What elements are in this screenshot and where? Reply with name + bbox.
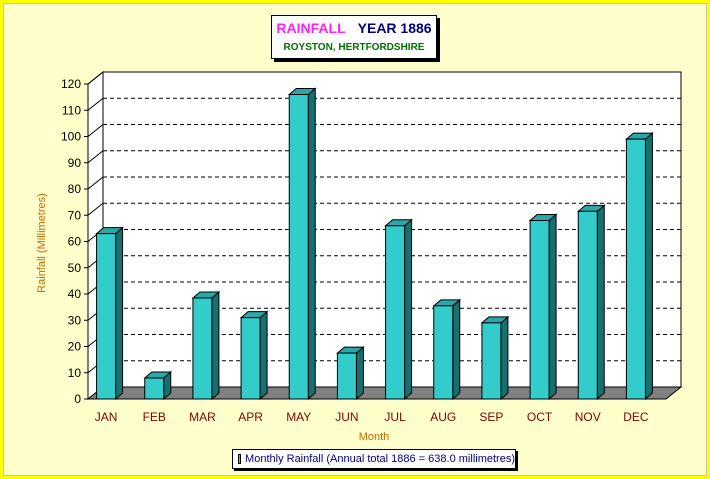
chart-title-box: RAINFALL YEAR 1886 ROYSTON, HERTFORDSHIRE (271, 15, 437, 59)
x-tick-label: JUN (335, 410, 358, 424)
bar-side (500, 315, 509, 401)
bar-side (548, 213, 557, 401)
bar-front (144, 377, 165, 400)
bar-front (288, 94, 309, 400)
y-tick-label: 110 (62, 103, 81, 117)
x-tick-label: MAR (189, 410, 216, 424)
bar-nov (576, 204, 606, 401)
x-tick-label: DEC (623, 410, 649, 424)
bar-front (385, 225, 406, 400)
legend-swatch (238, 454, 242, 464)
y-axis: 0 10 20 30 40 50 60 70 80 90 100 110 120 (61, 77, 89, 406)
bar-may (287, 87, 317, 401)
x-tick-label: FEB (143, 410, 166, 424)
y-tick-label: 50 (68, 261, 82, 275)
bar-side (307, 87, 316, 401)
bar-front (192, 297, 213, 400)
bars (95, 87, 654, 401)
x-axis-title: Month (359, 431, 390, 443)
bar-side (355, 345, 364, 401)
bar-side (211, 290, 220, 401)
gridline-diagonal (87, 71, 104, 85)
gridline-diagonal (87, 202, 104, 216)
bar-oct (528, 213, 558, 401)
y-axis-title: Rainfall (Millimetres) (36, 193, 48, 293)
x-tick-label: JAN (95, 410, 118, 424)
bar-side (452, 298, 461, 401)
bar-front (433, 305, 454, 400)
y-tick-label: 120 (61, 77, 81, 91)
gridline-diagonal (87, 176, 104, 190)
y-tick-label: 0 (74, 392, 81, 406)
x-tick-label: JUL (384, 410, 406, 424)
bar-side (596, 204, 605, 401)
y-tick-label: 70 (68, 208, 82, 222)
bar-front (577, 210, 598, 400)
y-tick-label: 90 (68, 156, 82, 170)
y-tick-label: 30 (68, 313, 82, 327)
bar-front (529, 220, 550, 400)
bar-side (644, 132, 653, 401)
bar-dec (625, 132, 654, 401)
bar-jul (384, 218, 413, 401)
gridline-diagonal (87, 150, 104, 164)
x-tick-label: APR (238, 410, 263, 424)
gridline-diagonal (87, 124, 104, 137)
bar-front (96, 233, 117, 400)
legend-label: Monthly Rainfall (Annual total 1886 = 63… (245, 453, 515, 465)
x-tick-label: SEP (479, 410, 503, 424)
y-tick-label: 60 (68, 235, 82, 249)
bar-side (259, 310, 268, 401)
bar-jan (95, 226, 124, 401)
chart-title-year: YEAR 1886 (357, 20, 432, 36)
bar-front (336, 352, 357, 400)
gridline-diagonal (87, 97, 104, 111)
bar-apr (239, 310, 269, 401)
bar-mar (191, 290, 221, 401)
bar-front (625, 138, 646, 400)
bar-side (115, 226, 124, 401)
x-axis-labels: JAN FEB MAR APR MAY JUN JUL AUG SEP OCT NOV DEC (95, 410, 649, 424)
bar-side (404, 218, 413, 401)
y-tick-label: 20 (68, 340, 82, 354)
y-tick-label: 100 (61, 130, 81, 144)
y-tick-label: 40 (68, 287, 82, 301)
bar-aug (432, 298, 462, 401)
x-tick-label: NOV (575, 410, 601, 424)
chart-title-main: RAINFALL (276, 20, 346, 36)
bar-sep (480, 315, 510, 401)
x-tick-label: AUG (430, 410, 456, 424)
bar-feb (143, 370, 173, 401)
y-tick-label: 10 (68, 366, 82, 380)
x-tick-label: MAY (286, 410, 311, 424)
y-tick-label: 80 (68, 182, 82, 196)
bar-jun (336, 345, 365, 401)
legend: Monthly Rainfall (Annual total 1886 = 63… (232, 449, 516, 469)
bar-front (481, 322, 502, 400)
bar-front (240, 317, 261, 400)
x-tick-label: OCT (527, 410, 553, 424)
chart-subtitle: ROYSTON, HERTFORDSHIRE (283, 42, 425, 53)
chart-title: RAINFALL YEAR 1886 (272, 20, 436, 36)
